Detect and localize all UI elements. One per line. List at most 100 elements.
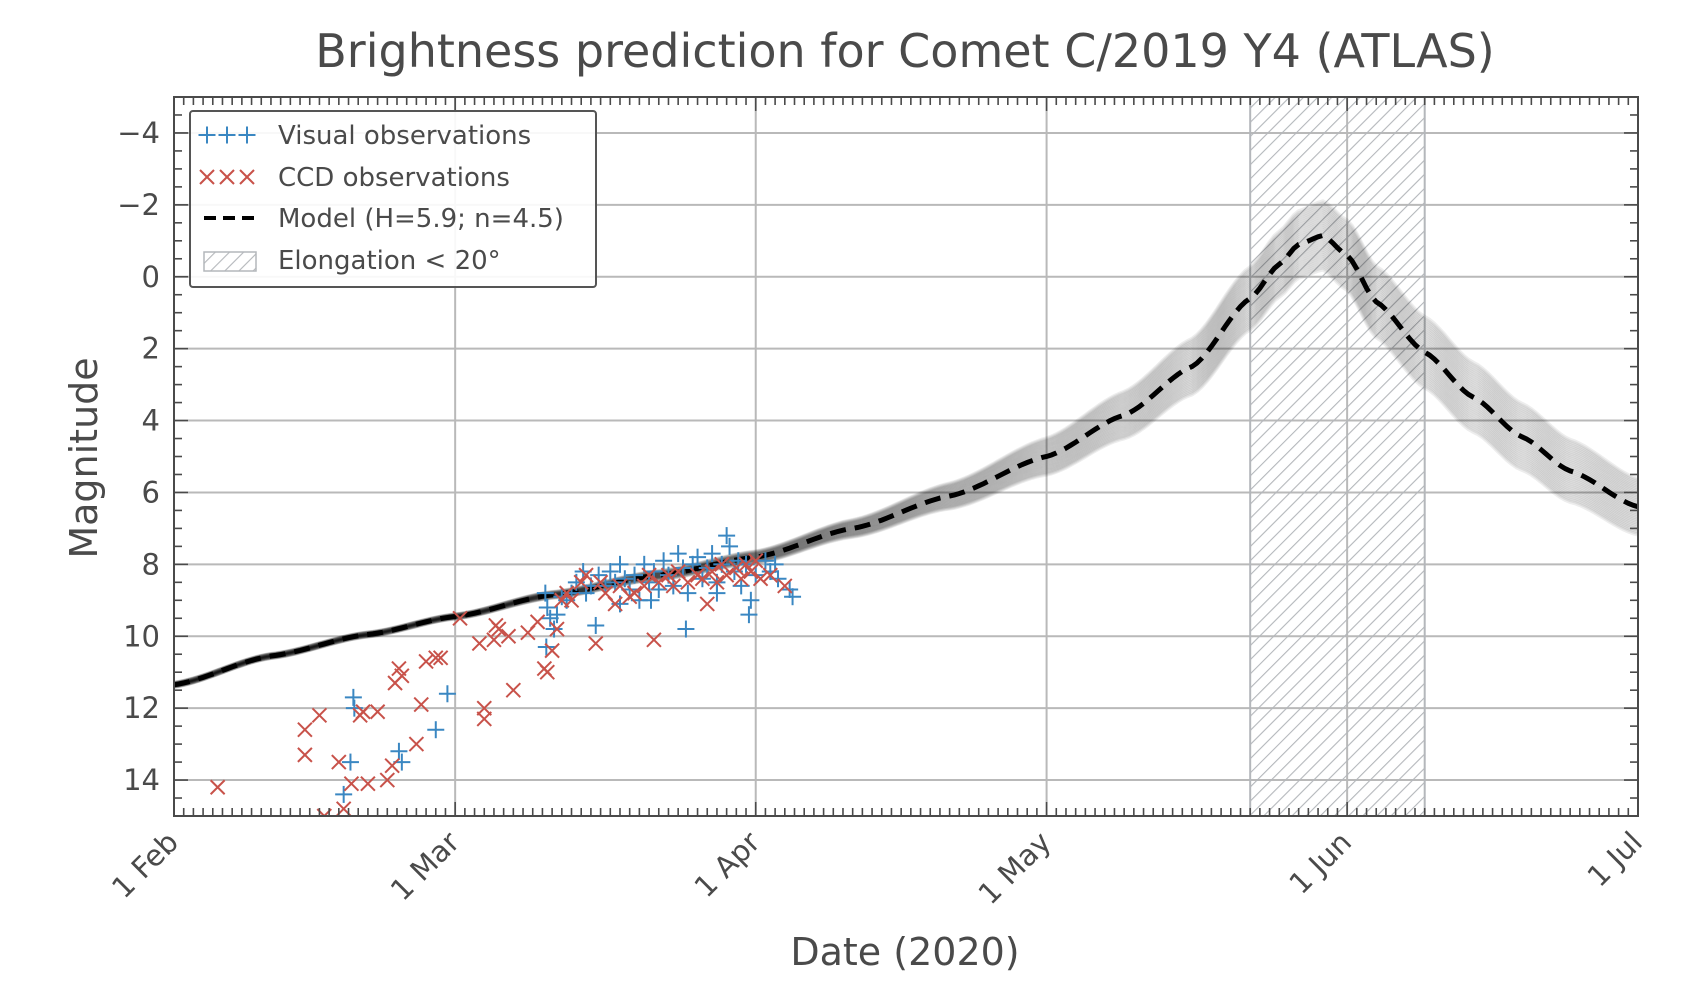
y-tick-label-8: 12: [123, 691, 160, 725]
visual-point-10: [541, 609, 559, 627]
ccd-point-49: [636, 578, 652, 594]
ccd-point-7: [343, 775, 360, 792]
elongation-band-region: [1249, 97, 1426, 816]
visual-point-43: [677, 620, 695, 638]
ccd-point-67: [743, 563, 759, 580]
ccd-point-39: [563, 592, 580, 609]
chart-title: Brightness prediction for Comet C/2019 Y…: [315, 24, 1495, 78]
ccd-point-56: [680, 574, 696, 591]
ccd-point-60: [704, 563, 720, 580]
ccd-point-4: [297, 747, 313, 763]
legend-visual-label: Visual observations: [278, 121, 531, 151]
ccd-point-23: [471, 635, 488, 652]
visual-point-24: [601, 563, 619, 581]
visual-point-57: [740, 606, 758, 624]
visual-point-9: [538, 598, 556, 616]
ccd-point-24: [476, 700, 492, 716]
ccd-point-11: [352, 707, 368, 724]
ccd-point-18: [418, 653, 434, 670]
legend-frame: [189, 110, 597, 288]
ccd-point-63: [718, 567, 735, 583]
x-tick-label-0: 1 Feb: [105, 825, 185, 905]
visual-point-12: [537, 638, 555, 656]
visual-point-65: [784, 588, 802, 606]
visual-point-61: [761, 563, 779, 581]
ccd-point-22: [452, 610, 468, 626]
ccd-point-20: [432, 650, 449, 666]
model-curve: [174, 232, 1638, 688]
x-tick-label-5: 1 Jul: [1581, 825, 1649, 893]
legend-ccd-cross-1: [219, 169, 235, 185]
visual-point-40: [669, 545, 687, 563]
y-tick-label-9: 14: [123, 763, 160, 797]
visual-point-55: [732, 577, 750, 595]
visual-point-2: [335, 785, 353, 803]
visual-point-42: [679, 584, 697, 602]
visual-point-48: [703, 545, 721, 563]
ccd-point-12: [384, 757, 400, 774]
visual-point-30: [626, 566, 644, 584]
legend-hatch-swatch: [203, 251, 257, 272]
ccd-point-48: [626, 585, 643, 601]
ccd-point-69: [752, 571, 769, 587]
ccd-point-17: [408, 736, 425, 752]
y-tick-label-6: 8: [142, 547, 160, 581]
ccd-point-28: [491, 621, 507, 637]
visual-point-37: [655, 552, 673, 570]
ccd-point-19: [428, 650, 444, 666]
ccd-point-32: [529, 614, 546, 630]
y-tick-label-5: 6: [142, 475, 160, 509]
visual-point-58: [742, 591, 760, 609]
visual-point-8: [536, 584, 554, 602]
ccd-point-5: [331, 754, 347, 770]
ccd-point-68: [748, 553, 764, 569]
ccd-point-10: [369, 704, 386, 720]
visual-point-34: [642, 591, 660, 609]
ccd-point-62: [714, 556, 730, 573]
legend-ccd-label: CCD observations: [278, 163, 510, 193]
visual-point-36: [650, 581, 668, 599]
visual-point-52: [721, 537, 739, 555]
elongation-band: [1249, 97, 1426, 816]
legend-ccd-marker: [199, 169, 255, 185]
legend-model-label: Model (H=5.9; n=4.5): [278, 204, 564, 234]
ccd-point-51: [646, 632, 662, 648]
ccd-point-40: [573, 574, 589, 591]
ccd-point-2: [311, 707, 328, 724]
legend-visual-plus-2: [238, 126, 256, 144]
y-tick-label-1: −2: [117, 188, 160, 222]
legend-visual-marker: [198, 126, 256, 144]
ccd-point-30: [505, 682, 522, 698]
observation-points: [209, 527, 802, 816]
ccd-point-52: [651, 574, 667, 591]
x-tick-label-3: 1 May: [972, 825, 1058, 911]
legend-visual-plus-0: [198, 126, 216, 144]
visual-point-51: [718, 527, 736, 545]
visual-point-21: [587, 616, 605, 634]
visual-point-4: [390, 742, 408, 760]
visual-point-60: [756, 552, 774, 570]
visual-point-45: [689, 548, 707, 566]
x-axis-label: Date (2020): [790, 930, 1019, 974]
visual-point-13: [548, 606, 566, 624]
ccd-point-41: [578, 567, 594, 583]
ccd-point-58: [694, 571, 711, 587]
visual-point-27: [616, 570, 634, 588]
model-curve-group: [174, 199, 1638, 689]
x-tick-label-1: 1 Mar: [384, 825, 466, 907]
ccd-point-50: [641, 567, 657, 583]
ccd-point-61: [709, 574, 725, 591]
y-axis-label: Magnitude: [62, 357, 106, 558]
visual-point-3: [341, 753, 359, 771]
ccd-point-42: [588, 635, 604, 652]
y-tick-label-4: 4: [142, 404, 160, 438]
ccd-point-3: [297, 722, 313, 738]
ccd-point-53: [660, 567, 677, 583]
x-tick-label-4: 1 Jun: [1282, 825, 1358, 901]
visual-point-26: [611, 555, 629, 573]
ccd-point-25: [476, 711, 492, 727]
ccd-point-66: [738, 556, 754, 573]
y-tick-label-2: 0: [142, 260, 160, 294]
ccd-point-71: [777, 578, 793, 594]
